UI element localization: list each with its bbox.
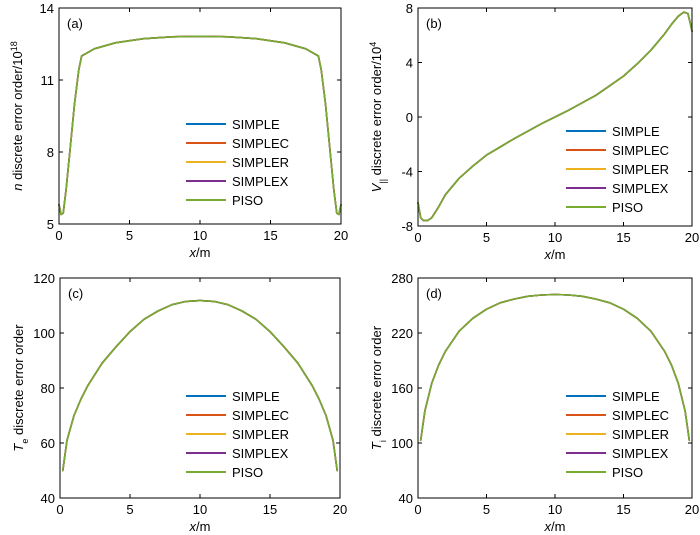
x-tick-label: 0 <box>55 228 62 243</box>
legend-label: PISO <box>232 193 263 208</box>
x-tick-label: 10 <box>193 502 207 517</box>
x-tick-label: 10 <box>548 230 562 245</box>
legend-label: SIMPLE <box>232 117 280 132</box>
x-tick-label: 15 <box>263 228 277 243</box>
panel-tag: (d) <box>426 286 442 301</box>
legend-label: SIMPLEC <box>232 408 289 423</box>
series-line-simple <box>58 35 342 216</box>
y-tick-label: 80 <box>41 381 55 396</box>
legend-label: SIMPLEC <box>612 408 669 423</box>
legend-label: SIMPLER <box>232 155 289 170</box>
y-tick-label: 220 <box>391 326 413 341</box>
panel-tag: (a) <box>67 16 83 31</box>
x-axis-label: x/m <box>544 519 566 534</box>
series-line-piso <box>419 293 691 442</box>
x-tick-label: 20 <box>333 502 347 517</box>
legend-label: SIMPLE <box>612 124 660 139</box>
x-tick-label: 5 <box>126 502 133 517</box>
series-line-piso <box>417 11 693 222</box>
x-tick-label: 20 <box>685 502 699 517</box>
legend: SIMPLE SIMPLEC SIMPLER SIMPLEX PISO <box>186 389 289 480</box>
chart-panel-4: 0 5 10 15 20 40 100 160 220 280 (d) x/m Ti discrete … <box>369 271 699 534</box>
series-line-simple <box>61 299 339 472</box>
legend-label: SIMPLEC <box>612 143 669 158</box>
x-tick-label: 15 <box>616 502 630 517</box>
y-tick-label: -8 <box>401 219 413 234</box>
x-tick-label: 15 <box>263 502 277 517</box>
y-tick-label: 100 <box>391 436 413 451</box>
legend-label: SIMPLEX <box>612 181 669 196</box>
legend-label: PISO <box>232 465 263 480</box>
legend-label: SIMPLEX <box>232 446 289 461</box>
legend: SIMPLE SIMPLEC SIMPLER SIMPLEX PISO <box>566 389 669 480</box>
legend-label: SIMPLEX <box>232 174 289 189</box>
y-tick-label: 8 <box>47 145 54 160</box>
x-tick-label: 10 <box>193 228 207 243</box>
legend-label: SIMPLER <box>612 162 669 177</box>
plot-area-frame <box>59 277 341 499</box>
x-axis-label: x/m <box>189 245 211 260</box>
legend-label: PISO <box>612 200 643 215</box>
y-axis-label: Te discrete error order <box>11 324 30 452</box>
y-tick-label: 8 <box>406 1 413 16</box>
y-axis-label: n discrete error order/1018 <box>9 41 25 190</box>
y-tick-label: 11 <box>41 73 55 88</box>
x-tick-label: 5 <box>483 230 490 245</box>
legend-label: SIMPLEX <box>612 446 669 461</box>
series-line-piso <box>58 35 342 216</box>
y-tick-label: 40 <box>399 491 413 506</box>
legend-label: SIMPLE <box>232 389 280 404</box>
legend: SIMPLE SIMPLEC SIMPLER SIMPLEX PISO <box>566 124 669 215</box>
x-axis-label: x/m <box>189 519 211 534</box>
y-tick-label: -4 <box>401 165 413 180</box>
y-axis-label: V|| discrete error order/104 <box>368 42 388 193</box>
plot-area-frame <box>417 277 693 499</box>
y-tick-label: 120 <box>33 271 55 286</box>
legend: SIMPLE SIMPLEC SIMPLER SIMPLEX PISO <box>186 117 289 208</box>
y-tick-label: 160 <box>391 381 413 396</box>
chart-panel-3: 0 5 10 15 20 40 60 80 100 120 (c) x/m Te discrete er… <box>11 271 347 534</box>
x-tick-label: 20 <box>685 230 699 245</box>
y-tick-label: 60 <box>41 436 55 451</box>
legend-label: SIMPLER <box>612 427 669 442</box>
panel-tag: (b) <box>426 16 442 31</box>
x-tick-label: 10 <box>548 502 562 517</box>
series-line-simplec <box>61 299 339 472</box>
plot-area-frame <box>58 7 342 225</box>
y-axis-label: Ti discrete error order <box>369 325 388 450</box>
x-tick-label: 15 <box>616 230 630 245</box>
x-tick-label: 20 <box>334 228 348 243</box>
x-tick-label: 0 <box>414 502 421 517</box>
x-tick-label: 5 <box>483 502 490 517</box>
series-line-simplex <box>58 35 342 216</box>
series-line-simpler <box>58 35 342 216</box>
legend-label: PISO <box>612 465 643 480</box>
series-line-simplex <box>61 299 339 472</box>
y-tick-label: 14 <box>40 1 54 16</box>
legend-label: SIMPLE <box>612 389 660 404</box>
y-tick-label: 100 <box>33 326 55 341</box>
panel-tag: (c) <box>68 286 83 301</box>
y-tick-label: 280 <box>391 271 413 286</box>
series-line-simpler <box>61 299 339 472</box>
series-line-piso <box>61 299 339 472</box>
y-tick-label: 4 <box>406 56 413 71</box>
y-tick-label: 5 <box>47 217 54 232</box>
legend-label: SIMPLEC <box>232 136 289 151</box>
y-tick-label: 40 <box>41 491 55 506</box>
x-axis-label: x/m <box>544 247 566 262</box>
x-tick-label: 5 <box>126 228 133 243</box>
x-tick-label: 0 <box>56 502 63 517</box>
y-tick-label: 0 <box>406 110 413 125</box>
series-line-simplec <box>58 35 342 216</box>
x-tick-label: 0 <box>414 230 421 245</box>
chart-panel-2: 0 5 10 15 20 -8 -4 0 4 8 (b) x/m V|| discrete error … <box>368 1 699 262</box>
legend-label: SIMPLER <box>232 427 289 442</box>
